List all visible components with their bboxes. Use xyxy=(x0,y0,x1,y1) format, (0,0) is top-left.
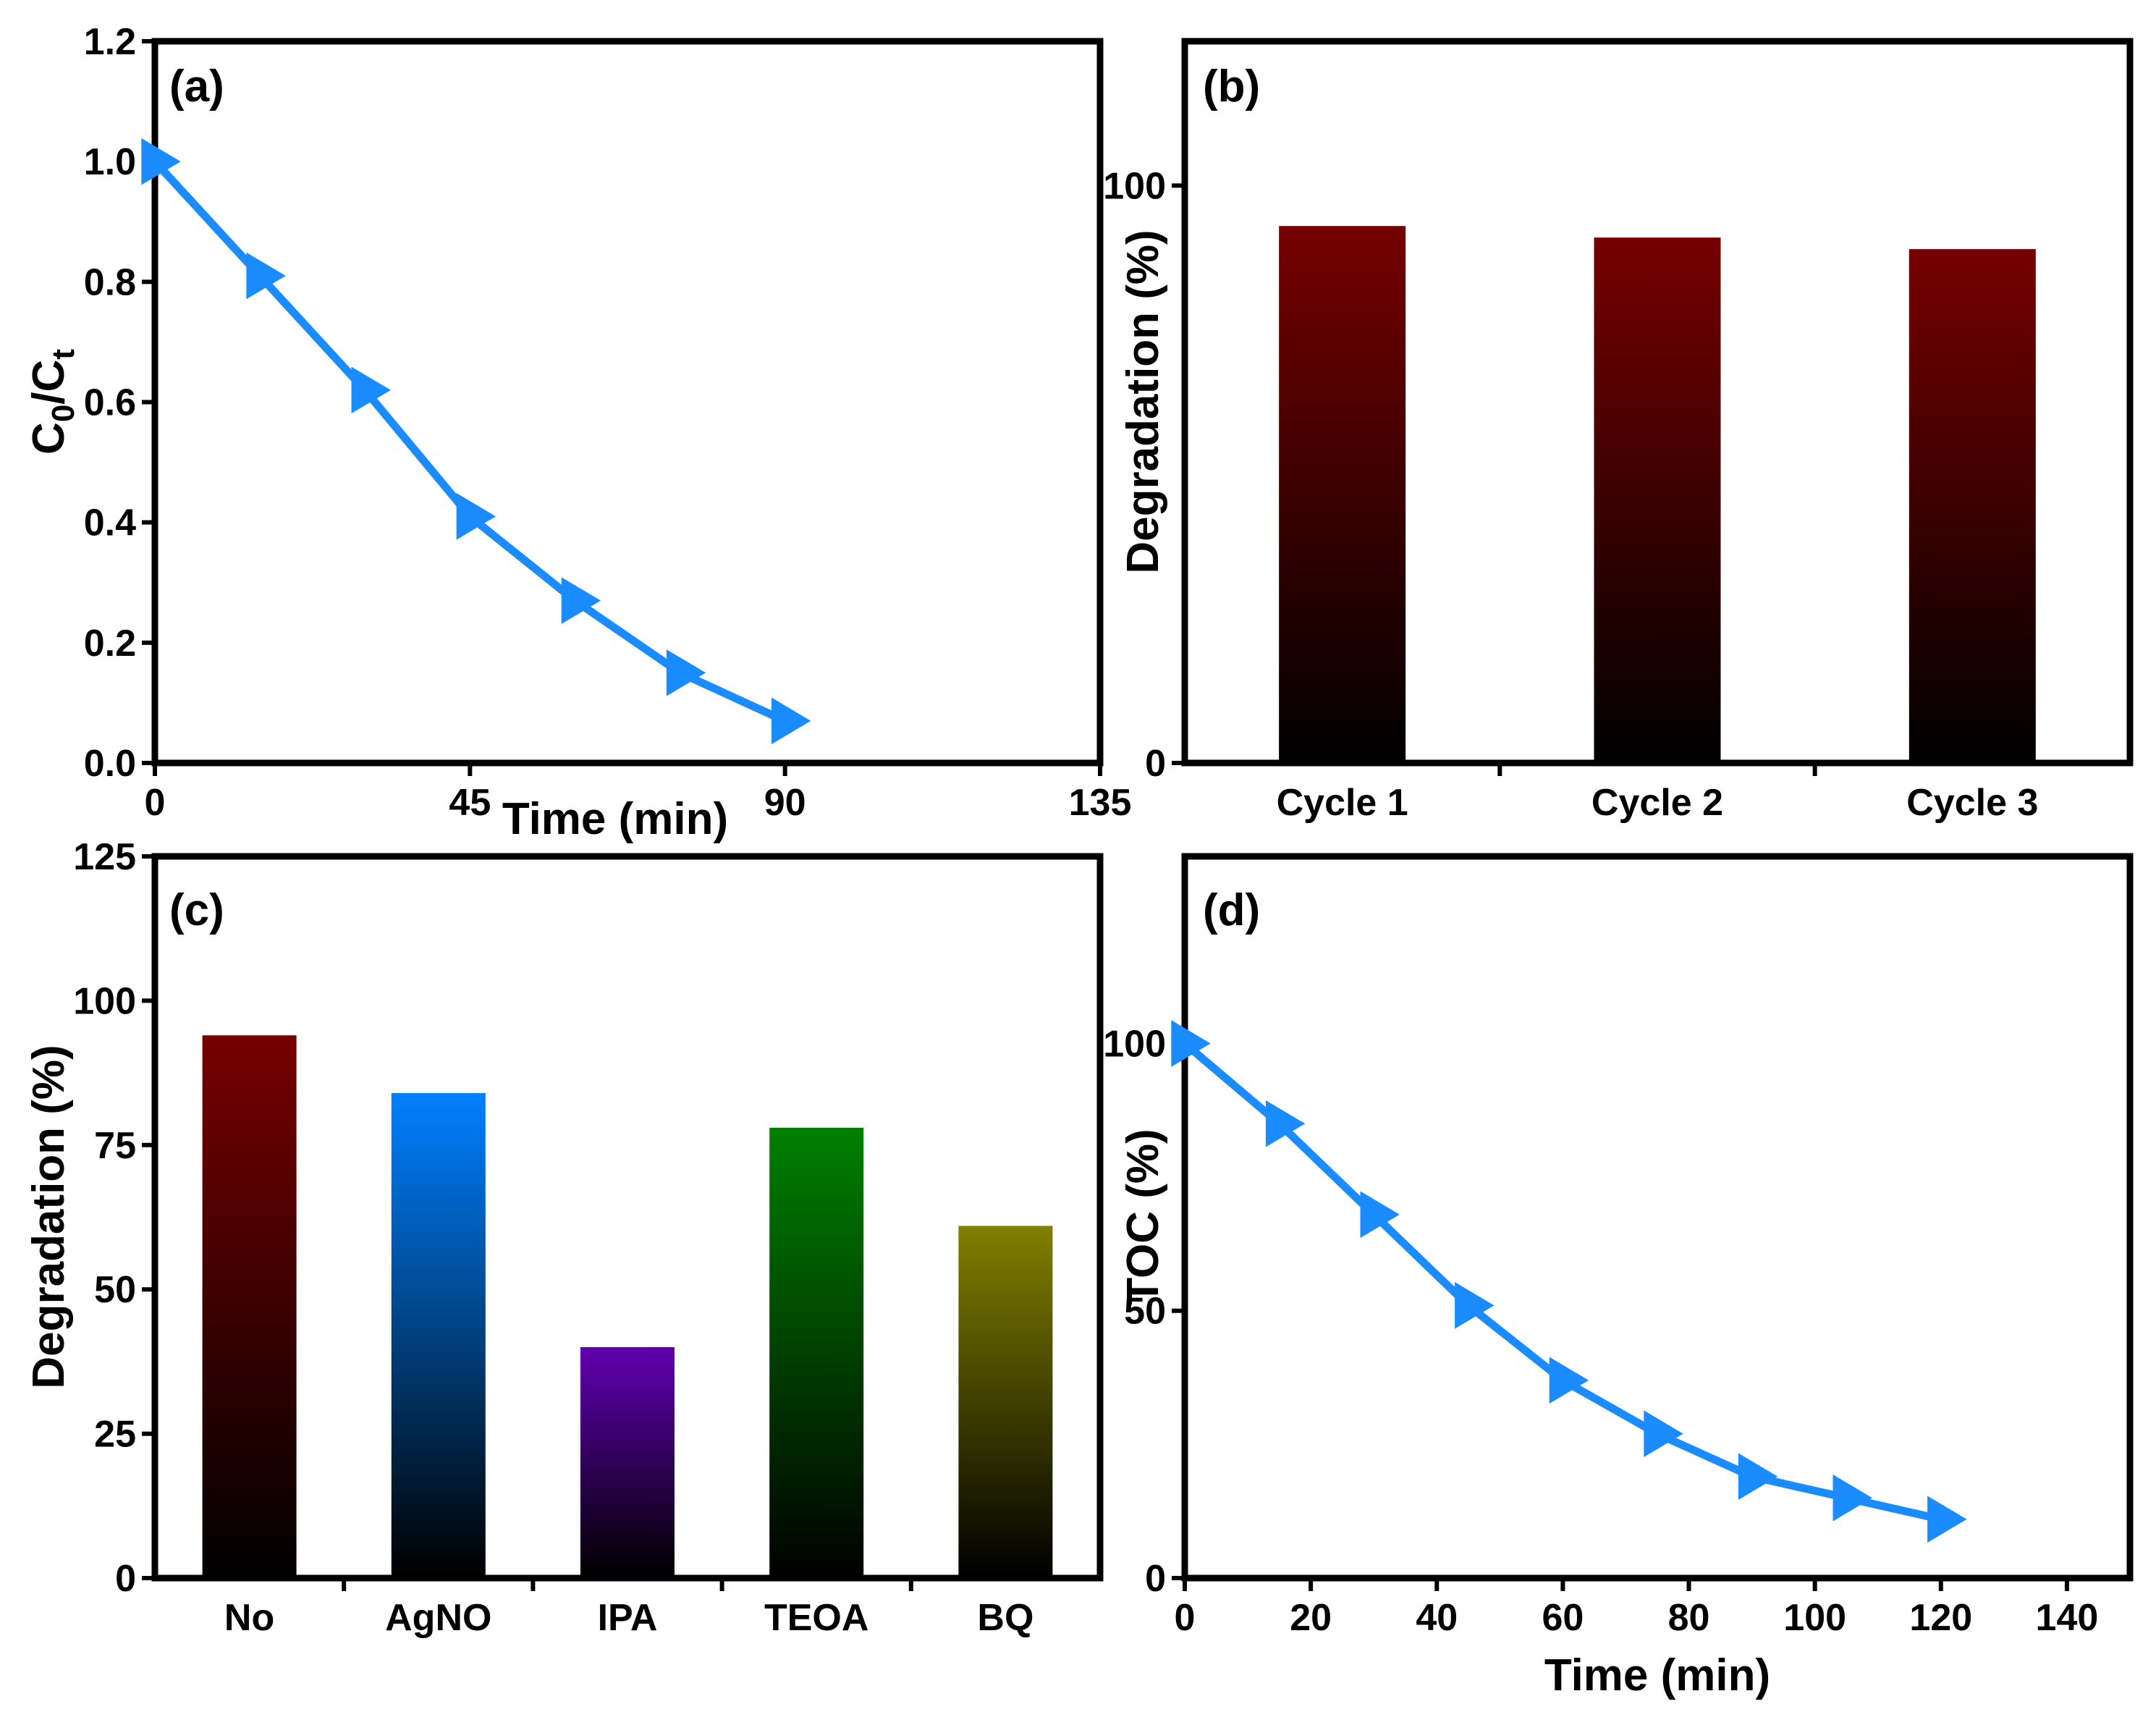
panel-a-frame xyxy=(151,38,1104,767)
b-bar xyxy=(1279,226,1406,760)
a-series-line xyxy=(151,159,787,725)
c-bar xyxy=(391,1093,486,1575)
d-xtick-label: 80 xyxy=(1668,1597,1710,1639)
d-xtick-label: 60 xyxy=(1542,1597,1584,1639)
a-ytick-label: 0.4 xyxy=(84,502,136,544)
d-data-point xyxy=(1171,1020,1211,1067)
d-ytick-label: 50 xyxy=(1124,1291,1166,1333)
panel-c-bars xyxy=(202,1035,1053,1575)
panel-d: 0 50 100 0 20 40 60 80 100 120 140 (d) Time (min)… xyxy=(1103,853,2134,1700)
panel-a-ylabel-sub0: 0 xyxy=(46,405,81,422)
panel-b-frame xyxy=(1181,38,2134,767)
c-ytick-label: 0 xyxy=(115,1558,136,1600)
c-category-label: No xyxy=(224,1597,274,1639)
b-bar xyxy=(1908,249,2036,760)
panel-c-frame xyxy=(151,853,1104,1582)
c-bar xyxy=(958,1226,1053,1575)
panel-a-ylabel: C0/Ct xyxy=(24,349,81,455)
panel-d-xlabel: Time (min) xyxy=(1544,1650,1770,1700)
panel-c-label: (c) xyxy=(169,885,224,935)
a-ytick-label: 0.8 xyxy=(84,261,136,303)
c-bar xyxy=(202,1035,297,1575)
panel-d-label: (d) xyxy=(1203,885,1260,935)
d-xtick-label: 140 xyxy=(2036,1597,2099,1639)
panel-a-x-ticks: 0 45 90 135 xyxy=(145,763,1132,824)
panel-c-x-ticks: No AgNO IPA TEOA BQ xyxy=(224,1578,1033,1639)
d-ytick-label: 100 xyxy=(1103,1023,1166,1065)
panel-b-x-ticks: Cycle 1 Cycle 2 Cycle 3 xyxy=(1277,763,2038,824)
d-xtick-label: 40 xyxy=(1416,1597,1458,1639)
a-xtick-label: 135 xyxy=(1069,782,1132,824)
a-data-point xyxy=(666,649,706,696)
d-xtick-label: 20 xyxy=(1290,1597,1332,1639)
panel-a-ylabel-subt: t xyxy=(46,349,81,360)
panel-a-y-ticks: 0.0 0.2 0.4 0.6 0.8 1.0 1.2 xyxy=(84,21,155,785)
panel-b-y-ticks: 0 100 xyxy=(1103,165,1185,785)
panel-a-xlabel: Time (min) xyxy=(502,794,728,844)
panel-c: 0 25 50 75 100 125 No AgNO IPA TEOA BQ (c) Degrad… xyxy=(24,836,1104,1639)
panel-d-frame xyxy=(1181,853,2134,1582)
d-xtick-label: 120 xyxy=(1909,1597,1972,1639)
a-xtick-label: 90 xyxy=(764,782,806,824)
panel-d-y-ticks: 0 50 100 xyxy=(1103,1023,1185,1600)
d-data-point xyxy=(1644,1410,1683,1457)
b-ytick-label: 100 xyxy=(1103,165,1166,207)
d-data-point xyxy=(1265,1100,1306,1147)
panel-d-ylabel: TOC (%) xyxy=(1118,1129,1168,1304)
a-data-point xyxy=(561,577,601,624)
b-category-label: Cycle 1 xyxy=(1277,782,1408,824)
d-data-point xyxy=(1832,1474,1872,1522)
a-ytick-label: 0.0 xyxy=(84,743,136,785)
panel-a-series xyxy=(141,138,811,745)
c-ytick-label: 125 xyxy=(73,836,136,878)
a-ytick-label: 0.2 xyxy=(84,623,136,665)
c-ytick-label: 50 xyxy=(94,1269,136,1311)
a-data-point xyxy=(141,138,181,185)
b-category-label: Cycle 3 xyxy=(1906,782,2038,824)
a-ytick-label: 1.2 xyxy=(84,21,136,63)
panel-d-series xyxy=(1171,1020,1967,1543)
panel-a: 0.0 0.2 0.4 0.6 0.8 1.0 1.2 0 45 90 135 (a) Time … xyxy=(24,21,1131,844)
b-category-label: Cycle 2 xyxy=(1591,782,1723,824)
panel-b-bars xyxy=(1279,226,2036,761)
d-data-point xyxy=(1360,1191,1400,1239)
c-category-label: AgNO xyxy=(385,1597,491,1639)
d-data-point xyxy=(1549,1357,1589,1404)
panel-a-ylabel-main: C xyxy=(24,422,74,455)
d-data-point xyxy=(1738,1453,1778,1500)
a-xtick-label: 0 xyxy=(145,782,166,824)
d-series-line xyxy=(1182,1040,1942,1524)
c-category-label: IPA xyxy=(598,1597,658,1639)
d-ytick-label: 0 xyxy=(1145,1558,1166,1600)
c-category-label: BQ xyxy=(977,1597,1033,1639)
panel-c-y-ticks: 0 25 50 75 100 125 xyxy=(73,836,155,1600)
d-xtick-label: 0 xyxy=(1175,1597,1196,1639)
panel-b-ylabel: Degradation (%) xyxy=(1118,229,1168,573)
c-category-label: TEOA xyxy=(764,1597,868,1639)
panel-c-ylabel: Degradation (%) xyxy=(24,1045,74,1388)
c-ytick-label: 25 xyxy=(94,1414,136,1456)
a-data-point xyxy=(246,252,286,300)
c-ytick-label: 100 xyxy=(73,980,136,1022)
d-data-point xyxy=(1455,1282,1495,1329)
panel-a-label: (a) xyxy=(169,62,224,111)
a-xtick-label: 45 xyxy=(449,782,491,824)
a-ytick-label: 0.6 xyxy=(84,382,136,424)
panel-b-label: (b) xyxy=(1203,62,1260,111)
b-bar xyxy=(1594,237,1721,761)
c-bar xyxy=(769,1127,864,1575)
c-bar xyxy=(580,1346,675,1575)
a-ytick-label: 1.0 xyxy=(84,141,136,183)
a-data-point xyxy=(456,493,496,540)
a-data-point xyxy=(771,697,811,745)
panel-d-x-ticks: 0 20 40 60 80 100 120 140 xyxy=(1175,1578,2099,1639)
a-data-point xyxy=(351,366,391,414)
b-ytick-label: 0 xyxy=(1145,743,1166,785)
panel-a-ylabel-mid: /C xyxy=(24,360,74,405)
d-xtick-label: 100 xyxy=(1783,1597,1846,1639)
c-ytick-label: 75 xyxy=(94,1125,136,1167)
panel-b: 0 100 Cycle 1 Cycle 2 Cycle 3 (b) Degradati… xyxy=(1103,38,2134,824)
d-data-point xyxy=(1927,1496,1967,1543)
